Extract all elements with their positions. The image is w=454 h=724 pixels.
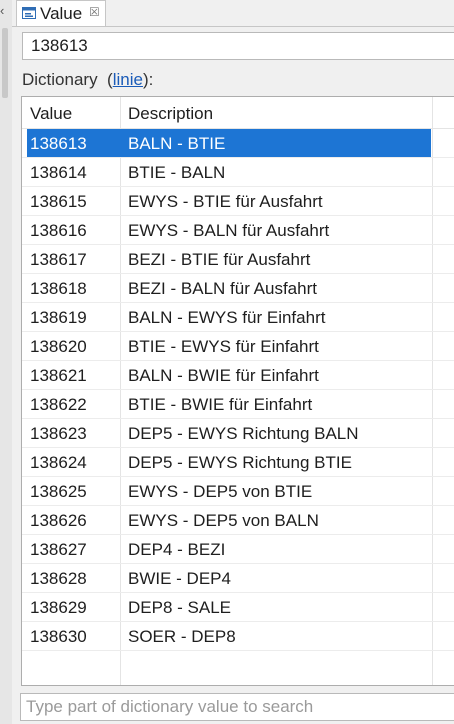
cell-description: EWYS - DEP5 von BALN xyxy=(128,511,319,530)
cell-value: 138617 xyxy=(30,250,87,269)
table-row[interactable]: 138618 BEZI - BALN für Ausfahrt xyxy=(22,274,454,303)
dictionary-table[interactable]: Value Description 138613 BALN - BTIE 13861… xyxy=(21,96,454,686)
cell-value: 138620 xyxy=(30,337,87,356)
table-row[interactable]: 138614 BTIE - BALN xyxy=(22,158,454,187)
table-row[interactable]: 138628 BWIE - DEP4 xyxy=(22,564,454,593)
dictionary-link[interactable]: linie xyxy=(112,70,143,89)
cell-description: DEP8 - SALE xyxy=(128,598,231,617)
tab-title: Value xyxy=(40,4,83,23)
cell-description: BTIE - EWYS für Einfahrt xyxy=(128,337,319,356)
dictionary-label: Dictionary (linie): xyxy=(22,70,153,90)
table-row[interactable]: 138625 EWYS - DEP5 von BTIE xyxy=(22,477,454,506)
table-row[interactable]: 138613 BALN - BTIE xyxy=(22,129,454,158)
left-scroll-strip[interactable]: ‹ xyxy=(0,0,12,724)
column-divider xyxy=(120,97,121,685)
cell-value: 138618 xyxy=(30,279,87,298)
cell-value: 138614 xyxy=(30,163,87,182)
cell-description: BALN - BWIE für Einfahrt xyxy=(128,366,319,385)
cell-value: 138613 xyxy=(30,134,87,153)
dictionary-link-close: ): xyxy=(142,70,154,89)
dictionary-search-input[interactable] xyxy=(20,693,454,721)
cell-description: EWYS - BTIE für Ausfahrt xyxy=(128,192,323,211)
table-row[interactable]: 138615 EWYS - BTIE für Ausfahrt xyxy=(22,187,454,216)
cell-description: BALN - EWYS für Einfahrt xyxy=(128,308,326,327)
cell-value: 138628 xyxy=(30,569,87,588)
table-row[interactable]: 138619 BALN - EWYS für Einfahrt xyxy=(22,303,454,332)
table-row[interactable]: 138621 BALN - BWIE für Einfahrt xyxy=(22,361,454,390)
cell-description: DEP4 - BEZI xyxy=(128,540,226,559)
column-divider xyxy=(432,97,433,685)
cell-value: 138627 xyxy=(30,540,87,559)
value-view-icon xyxy=(22,7,36,19)
cell-value: 138629 xyxy=(30,598,87,617)
cell-value: 138619 xyxy=(30,308,87,327)
cell-description: EWYS - DEP5 von BTIE xyxy=(128,482,313,501)
table-row[interactable]: 138622 BTIE - BWIE für Einfahrt xyxy=(22,390,454,419)
table-row[interactable]: 138620 BTIE - EWYS für Einfahrt xyxy=(22,332,454,361)
cell-value: 138615 xyxy=(30,192,87,211)
cell-value: 138616 xyxy=(30,221,87,240)
cell-value: 138625 xyxy=(30,482,87,501)
cell-value: 138630 xyxy=(30,627,87,646)
cell-description: BTIE - BALN xyxy=(128,163,226,182)
cell-value: 138623 xyxy=(30,424,87,443)
cell-value: 138622 xyxy=(30,395,87,414)
left-scrollbar-thumb[interactable] xyxy=(2,28,8,98)
dictionary-link-open: ( xyxy=(107,70,113,89)
table-row[interactable]: 138624 DEP5 - EWYS Richtung BTIE xyxy=(22,448,454,477)
cell-description: BTIE - BWIE für Einfahrt xyxy=(128,395,313,414)
table-row[interactable]: 138623 DEP5 - EWYS Richtung BALN xyxy=(22,419,454,448)
dictionary-label-text: Dictionary xyxy=(22,70,98,89)
cell-description: BALN - BTIE xyxy=(128,134,226,153)
table-row[interactable]: 138626 EWYS - DEP5 von BALN xyxy=(22,506,454,535)
table-row[interactable]: 138630 SOER - DEP8 xyxy=(22,622,454,651)
cell-description: SOER - DEP8 xyxy=(128,627,236,646)
cell-value: 138626 xyxy=(30,511,87,530)
row-selection-highlight xyxy=(27,129,431,157)
tab-value[interactable]: Value ☒ xyxy=(16,0,106,26)
cell-description: DEP5 - EWYS Richtung BTIE xyxy=(128,453,352,472)
close-icon[interactable]: ☒ xyxy=(89,5,100,19)
chevron-left-icon[interactable]: ‹ xyxy=(0,3,5,18)
table-row[interactable]: 138616 EWYS - BALN für Ausfahrt xyxy=(22,216,454,245)
cell-description: BEZI - BALN für Ausfahrt xyxy=(128,279,317,298)
table-row[interactable]: 138629 DEP8 - SALE xyxy=(22,593,454,622)
column-header-value[interactable]: Value xyxy=(30,104,73,123)
cell-description: EWYS - BALN für Ausfahrt xyxy=(128,221,330,240)
cell-value: 138621 xyxy=(30,366,87,385)
table-row[interactable]: 138627 DEP4 - BEZI xyxy=(22,535,454,564)
cell-description: BWIE - DEP4 xyxy=(128,569,231,588)
column-header-description[interactable]: Description xyxy=(128,104,214,123)
cell-description: BEZI - BTIE für Ausfahrt xyxy=(128,250,311,269)
table-header: Value Description xyxy=(22,97,454,129)
value-field[interactable]: 138613 xyxy=(22,32,454,60)
cell-value: 138624 xyxy=(30,453,87,472)
table-row[interactable]: 138617 BEZI - BTIE für Ausfahrt xyxy=(22,245,454,274)
cell-description: DEP5 - EWYS Richtung BALN xyxy=(128,424,359,443)
